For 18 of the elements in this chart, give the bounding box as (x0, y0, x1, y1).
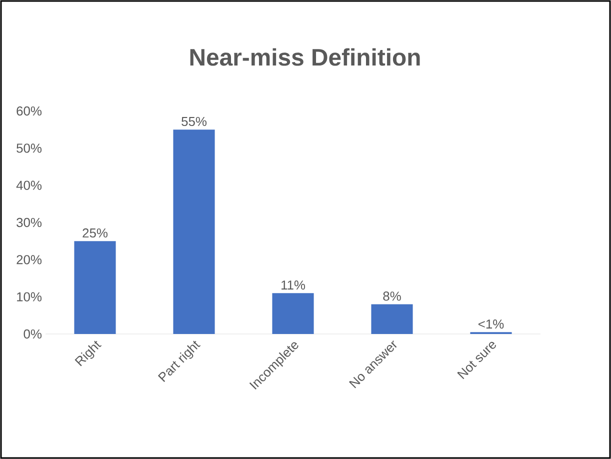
y-tick-label: 0% (24, 329, 42, 339)
y-tick-label: 10% (17, 292, 42, 302)
data-label: 8% (383, 292, 401, 301)
data-label: 55% (182, 116, 207, 126)
bar (173, 130, 215, 334)
data-label: <1% (478, 320, 504, 329)
bar (74, 241, 116, 334)
bar (272, 293, 314, 334)
y-tick-label: 20% (16, 255, 42, 264)
y-tick-label: 30% (16, 218, 42, 228)
x-tick-label: Not sure (457, 342, 496, 380)
data-label: 25% (82, 228, 108, 238)
bar (371, 304, 413, 334)
y-tick-label: 60% (16, 106, 42, 116)
y-tick-label: 40% (16, 180, 42, 190)
y-tick-label: 50% (16, 144, 42, 153)
data-label: 11% (282, 280, 306, 290)
chart-title: Near-miss Definition (190, 48, 420, 66)
